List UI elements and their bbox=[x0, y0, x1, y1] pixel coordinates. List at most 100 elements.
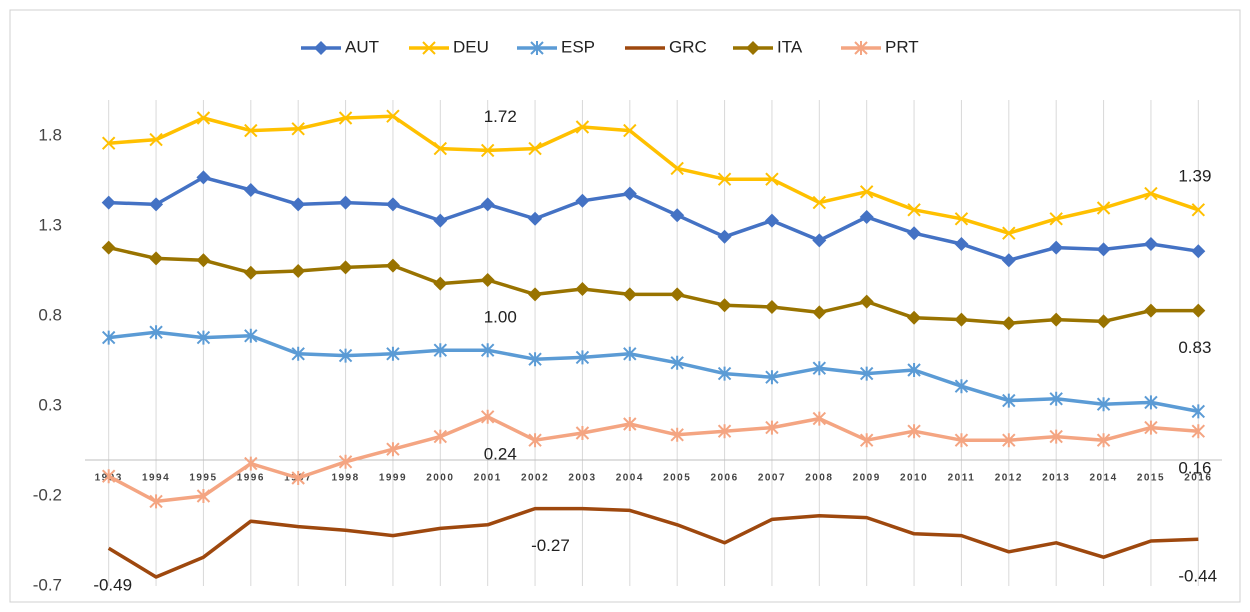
marker bbox=[338, 348, 353, 363]
x-tick-label: 2004 bbox=[616, 473, 644, 484]
marker bbox=[1096, 397, 1111, 412]
marker bbox=[670, 287, 685, 302]
legend-label: AUT bbox=[345, 37, 379, 56]
marker bbox=[1049, 429, 1063, 444]
x-tick-label: 2010 bbox=[900, 473, 928, 484]
marker bbox=[623, 417, 637, 431]
marker bbox=[480, 143, 495, 158]
marker bbox=[954, 237, 969, 251]
marker bbox=[291, 197, 306, 212]
marker bbox=[149, 251, 164, 266]
legend-item: ESP bbox=[517, 37, 595, 56]
marker bbox=[422, 41, 436, 55]
y-tick-label: 1.3 bbox=[38, 215, 62, 234]
marker bbox=[433, 276, 448, 291]
marker bbox=[907, 226, 922, 241]
x-tick-label: 2000 bbox=[426, 473, 454, 484]
marker bbox=[622, 287, 637, 302]
marker bbox=[528, 352, 542, 367]
x-tick-label: 2005 bbox=[663, 473, 691, 484]
marker bbox=[670, 355, 684, 370]
marker bbox=[196, 253, 211, 268]
x-tick-label: 2006 bbox=[710, 473, 738, 484]
series-line bbox=[108, 330, 1199, 414]
legend-item: DEU bbox=[409, 37, 489, 56]
series-line bbox=[108, 245, 1199, 325]
marker bbox=[291, 264, 306, 278]
marker bbox=[954, 312, 969, 327]
marker bbox=[433, 343, 448, 358]
marker bbox=[1144, 186, 1158, 201]
marker bbox=[623, 123, 637, 138]
marker bbox=[385, 197, 400, 212]
marker bbox=[101, 136, 116, 150]
marker bbox=[1144, 395, 1158, 410]
marker bbox=[1049, 391, 1063, 406]
marker bbox=[149, 132, 163, 147]
marker bbox=[717, 229, 732, 244]
marker bbox=[859, 366, 874, 381]
marker bbox=[765, 420, 779, 435]
marker bbox=[1096, 242, 1111, 257]
data-label: 0.16 bbox=[1178, 459, 1211, 478]
marker bbox=[717, 366, 732, 381]
marker bbox=[530, 41, 544, 55]
x-tick-label: 2001 bbox=[474, 473, 502, 484]
marker bbox=[1002, 433, 1016, 448]
x-tick-label: 2009 bbox=[853, 473, 881, 484]
marker bbox=[765, 172, 779, 186]
marker bbox=[575, 282, 590, 296]
marker bbox=[1001, 253, 1016, 268]
marker bbox=[1096, 201, 1111, 215]
x-tick-label: 1994 bbox=[142, 473, 170, 484]
x-tick-label: 2008 bbox=[805, 473, 833, 484]
legend-item: AUT bbox=[301, 37, 379, 56]
marker bbox=[954, 433, 969, 448]
marker bbox=[528, 141, 542, 156]
marker bbox=[1191, 424, 1206, 439]
series-line bbox=[108, 114, 1199, 235]
marker bbox=[812, 411, 827, 426]
marker bbox=[338, 454, 353, 469]
x-tick-label: 2013 bbox=[1042, 473, 1070, 484]
marker bbox=[1096, 314, 1111, 329]
marker bbox=[149, 325, 163, 340]
marker bbox=[670, 161, 684, 176]
marker bbox=[291, 122, 305, 136]
marker bbox=[101, 240, 116, 255]
marker bbox=[291, 471, 305, 485]
marker bbox=[1191, 203, 1206, 217]
marker bbox=[1049, 212, 1063, 226]
marker bbox=[854, 41, 868, 55]
marker bbox=[623, 346, 637, 361]
marker bbox=[244, 123, 258, 138]
marker bbox=[1191, 244, 1206, 259]
marker bbox=[907, 424, 921, 439]
marker bbox=[386, 109, 400, 123]
marker bbox=[575, 193, 590, 208]
marker bbox=[1002, 393, 1016, 408]
marker bbox=[746, 41, 760, 55]
legend-label: GRC bbox=[669, 37, 707, 56]
marker bbox=[101, 469, 116, 484]
marker bbox=[196, 111, 211, 125]
x-tick-label: 2002 bbox=[521, 473, 549, 484]
marker bbox=[954, 212, 969, 226]
marker bbox=[528, 211, 543, 226]
marker bbox=[1049, 312, 1064, 327]
marker bbox=[1143, 237, 1158, 251]
marker bbox=[859, 210, 874, 224]
marker bbox=[338, 111, 353, 125]
marker bbox=[1002, 226, 1016, 240]
marker bbox=[859, 185, 874, 199]
y-tick-label: -0.7 bbox=[33, 575, 62, 594]
legend-item: ITA bbox=[733, 37, 803, 56]
marker bbox=[717, 424, 732, 439]
marker bbox=[480, 409, 495, 424]
marker bbox=[338, 260, 353, 275]
marker bbox=[101, 195, 116, 210]
marker bbox=[386, 442, 400, 457]
x-tick-label: 1996 bbox=[237, 473, 265, 484]
marker bbox=[1143, 303, 1158, 318]
marker bbox=[859, 294, 874, 309]
